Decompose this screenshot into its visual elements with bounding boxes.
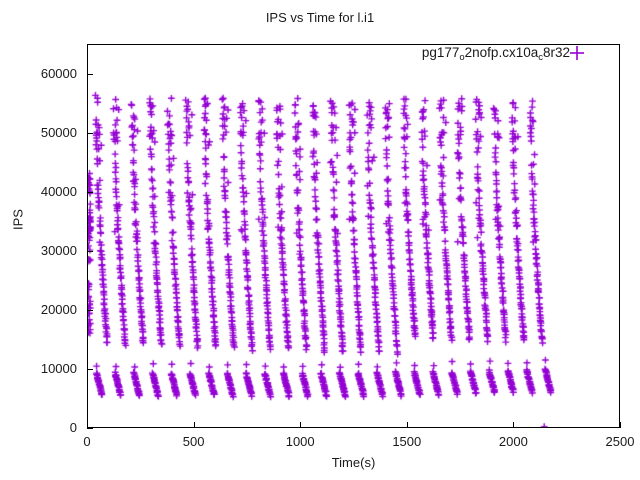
y-tick-label: 30000: [40, 242, 77, 258]
x-axis-label: Time(s): [331, 455, 376, 470]
y-tick-mark: [87, 310, 93, 311]
y-tick-mark: [87, 428, 93, 429]
y-axis-label: IPS: [10, 209, 26, 230]
x-tick-label: 2000: [498, 434, 528, 449]
x-tick-label: 1000: [285, 434, 315, 449]
y-tick-label: 60000: [40, 65, 77, 81]
y-tick-mark: [87, 74, 93, 75]
y-tick-label: 10000: [40, 360, 77, 376]
x-tick-mark: [300, 422, 301, 428]
x-tick-mark: [513, 422, 514, 428]
y-tick-mark: [87, 369, 93, 370]
x-tick-mark: [407, 422, 408, 428]
page-title: IPS vs Time for l.i1: [265, 10, 375, 25]
y-tick-mark: [87, 133, 93, 134]
y-tick-mark: [87, 251, 93, 252]
y-tick-label: 0: [69, 420, 77, 435]
x-tick-mark: [87, 422, 88, 428]
x-tick-label: 500: [182, 434, 205, 449]
y-tick-label: 20000: [40, 301, 77, 317]
y-tick-label: 50000: [40, 124, 77, 140]
y-tick-label: 40000: [40, 183, 77, 199]
plot-area: [87, 44, 620, 428]
x-tick-label: 1500: [392, 434, 422, 449]
x-tick-mark: [194, 422, 195, 428]
x-tick-mark: [620, 422, 621, 428]
y-tick-mark: [87, 192, 93, 193]
x-tick-label: 2500: [605, 434, 635, 449]
x-tick-label: 0: [83, 434, 91, 449]
scatter-canvas: [88, 45, 619, 427]
